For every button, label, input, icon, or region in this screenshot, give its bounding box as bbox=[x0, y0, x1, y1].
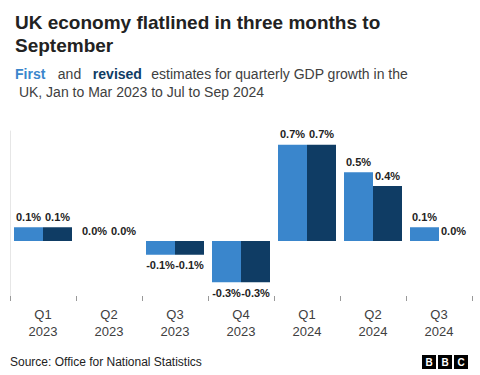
svg-text:estimates for quarterly GDP gr: estimates for quarterly GDP growth in th… bbox=[147, 66, 408, 82]
svg-text:Q2: Q2 bbox=[100, 307, 117, 322]
svg-text:Q1: Q1 bbox=[34, 307, 51, 322]
svg-text:0.4%: 0.4% bbox=[375, 170, 400, 182]
svg-text:B: B bbox=[441, 357, 448, 368]
svg-text:C: C bbox=[457, 357, 464, 368]
svg-text:revised: revised bbox=[93, 66, 142, 82]
svg-text:UK economy flatlined in three: UK economy flatlined in three months to bbox=[15, 12, 386, 33]
svg-text:UK, Jan to Mar 2023 to Jul to: UK, Jan to Mar 2023 to Jul to Sep 2024 bbox=[15, 84, 264, 100]
svg-text:Q4: Q4 bbox=[232, 307, 249, 322]
svg-text:Q3: Q3 bbox=[430, 307, 447, 322]
svg-text:Source: Office for National St: Source: Office for National Statistics bbox=[10, 355, 202, 369]
svg-text:2023: 2023 bbox=[227, 324, 256, 339]
svg-text:0.0%: 0.0% bbox=[82, 225, 107, 237]
svg-text:Q3: Q3 bbox=[166, 307, 183, 322]
svg-text:-0.3%: -0.3% bbox=[212, 287, 241, 299]
svg-text:-0.1%: -0.1% bbox=[175, 259, 204, 271]
svg-text:0.0%: 0.0% bbox=[441, 225, 466, 237]
svg-text:-0.1%: -0.1% bbox=[146, 259, 175, 271]
svg-text:0.5%: 0.5% bbox=[346, 156, 371, 168]
svg-text:0.0%: 0.0% bbox=[111, 225, 136, 237]
svg-text:and: and bbox=[54, 66, 85, 82]
svg-text:0.1%: 0.1% bbox=[412, 211, 437, 223]
svg-text:0.7%: 0.7% bbox=[280, 128, 305, 140]
svg-text:September: September bbox=[15, 35, 114, 56]
svg-text:-0.3%: -0.3% bbox=[241, 287, 270, 299]
svg-text:2023: 2023 bbox=[161, 324, 190, 339]
svg-text:2024: 2024 bbox=[359, 324, 388, 339]
svg-text:2024: 2024 bbox=[293, 324, 322, 339]
svg-text:First: First bbox=[15, 66, 46, 82]
svg-text:Q2: Q2 bbox=[364, 307, 381, 322]
svg-text:0.7%: 0.7% bbox=[309, 128, 334, 140]
svg-text:Q1: Q1 bbox=[298, 307, 315, 322]
svg-text:2023: 2023 bbox=[29, 324, 58, 339]
svg-text:0.1%: 0.1% bbox=[45, 211, 70, 223]
svg-text:B: B bbox=[425, 357, 432, 368]
svg-text:2023: 2023 bbox=[95, 324, 124, 339]
svg-text:0.1%: 0.1% bbox=[16, 211, 41, 223]
svg-text:2024: 2024 bbox=[425, 324, 454, 339]
